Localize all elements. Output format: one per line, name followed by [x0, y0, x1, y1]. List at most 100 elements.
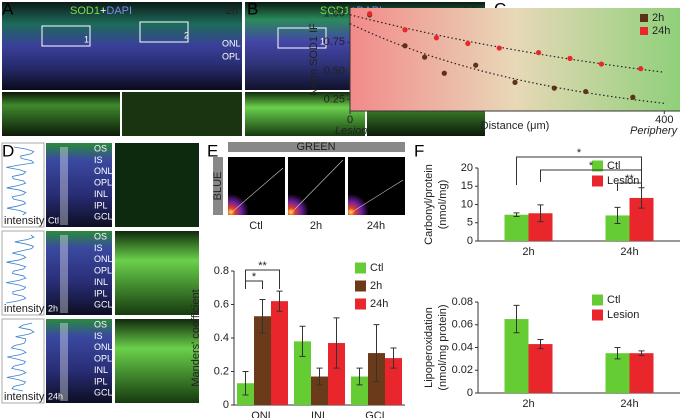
- y-axis-title: (nmol/mg): [437, 180, 449, 230]
- error-bar: [316, 367, 323, 386]
- y-tick-label: 0.75: [324, 36, 345, 48]
- legend-label: 24h: [370, 298, 388, 310]
- layer-label: INL: [94, 277, 108, 287]
- significance-bracket: [540, 169, 642, 182]
- condition-label: 24h: [48, 391, 63, 401]
- layer-label: OS: [94, 231, 107, 241]
- region-label: Lesion: [335, 125, 367, 137]
- legend-label: Ctl: [370, 262, 383, 274]
- layer-label: IS: [94, 155, 103, 165]
- box-label: 1: [320, 36, 325, 46]
- point: [551, 85, 557, 91]
- scatter-image: [348, 157, 405, 215]
- profile-box: [1, 230, 45, 316]
- layer-label: GCL: [94, 300, 113, 310]
- y-tick-label: 0.6: [214, 298, 229, 310]
- bar: [629, 353, 654, 393]
- y-tick-label: 0.50: [324, 65, 345, 77]
- error-bar: [356, 367, 363, 386]
- layer-label: INL: [94, 189, 108, 199]
- bar: [351, 376, 368, 405]
- significance-label: *: [589, 160, 594, 172]
- layer-label: GCL: [94, 212, 113, 222]
- point: [473, 62, 479, 68]
- regression-line: [291, 159, 344, 213]
- axis-label: intensity: [4, 303, 45, 315]
- y-tick-label: 0.2: [214, 365, 229, 377]
- point: [535, 50, 542, 56]
- layer-label: IPL: [94, 200, 108, 210]
- bar: [254, 316, 271, 405]
- layer-label: ONL: [94, 166, 113, 176]
- error-bar: [513, 304, 520, 334]
- error-bar: [537, 204, 544, 223]
- y-tick-label: 0.08: [452, 296, 473, 308]
- y-tick-label: 0.25: [324, 93, 345, 105]
- error-bar: [390, 347, 397, 369]
- legend-label: 2h: [370, 280, 382, 292]
- scan-band: [60, 323, 68, 401]
- layer-label: OPL: [94, 354, 112, 364]
- layer-label: IS: [94, 243, 103, 253]
- y-tick-label: 0.4: [214, 332, 229, 344]
- legend-swatch: [355, 262, 366, 274]
- x-tick-label: 2h: [522, 398, 534, 410]
- bar: [328, 343, 345, 405]
- trend-line: [349, 23, 665, 104]
- image: [2, 92, 120, 136]
- layer-label: OPL: [94, 266, 112, 276]
- panel-d-images: [1, 142, 199, 404]
- error-bar: [614, 206, 621, 224]
- channel-label: GREEN: [296, 141, 335, 153]
- layer-label: ONL: [94, 342, 113, 352]
- image: [115, 143, 199, 227]
- x-tick-label: GCL: [365, 410, 388, 418]
- point: [512, 79, 518, 85]
- point: [433, 35, 440, 41]
- legend-swatch: [640, 14, 648, 22]
- x-tick-label: 0: [347, 114, 353, 126]
- panel-label: F: [414, 141, 424, 160]
- error-bar: [299, 325, 306, 357]
- point: [367, 11, 373, 17]
- legend-swatch: [592, 294, 603, 306]
- point: [638, 66, 644, 72]
- y-axis-title: Manders' coefficient: [190, 289, 202, 386]
- significance-label: *: [252, 271, 257, 283]
- bar: [528, 344, 553, 393]
- profile-box: [1, 142, 45, 228]
- point: [441, 70, 447, 76]
- channel-label: BLUE: [212, 172, 224, 201]
- panel-label: E: [207, 141, 218, 160]
- panel-label: D: [2, 141, 14, 160]
- box-label: 2: [184, 30, 189, 40]
- condition-label: Ctl: [48, 215, 59, 225]
- legend-swatch: [592, 175, 603, 187]
- legend-swatch: [592, 309, 603, 321]
- layer-label: ONL: [94, 254, 113, 264]
- y-tick-label: 0: [467, 235, 473, 247]
- scan-band: [60, 147, 68, 225]
- intensity-profile: [6, 234, 35, 304]
- intensity-profile: [6, 146, 35, 216]
- time-label: 2h: [226, 5, 238, 17]
- error-bar: [638, 350, 645, 356]
- axis-label: intensity: [4, 215, 45, 227]
- image: [115, 319, 199, 403]
- y-tick-label: 20: [461, 162, 473, 174]
- regression-line: [351, 179, 404, 213]
- region-label: Periphery: [630, 125, 679, 137]
- point: [567, 55, 573, 61]
- channel-bar: [228, 142, 405, 152]
- error-bar: [614, 347, 621, 360]
- panel-label: B: [247, 0, 258, 18]
- condition-label: 24h: [367, 220, 385, 232]
- legend-swatch: [355, 280, 366, 292]
- point: [465, 40, 471, 47]
- x-tick-label: ONL: [251, 410, 274, 418]
- image: [46, 231, 112, 315]
- point: [630, 94, 636, 100]
- y-tick-label: 1.00: [324, 8, 345, 20]
- bar: [385, 358, 402, 405]
- significance-label: *: [577, 147, 582, 159]
